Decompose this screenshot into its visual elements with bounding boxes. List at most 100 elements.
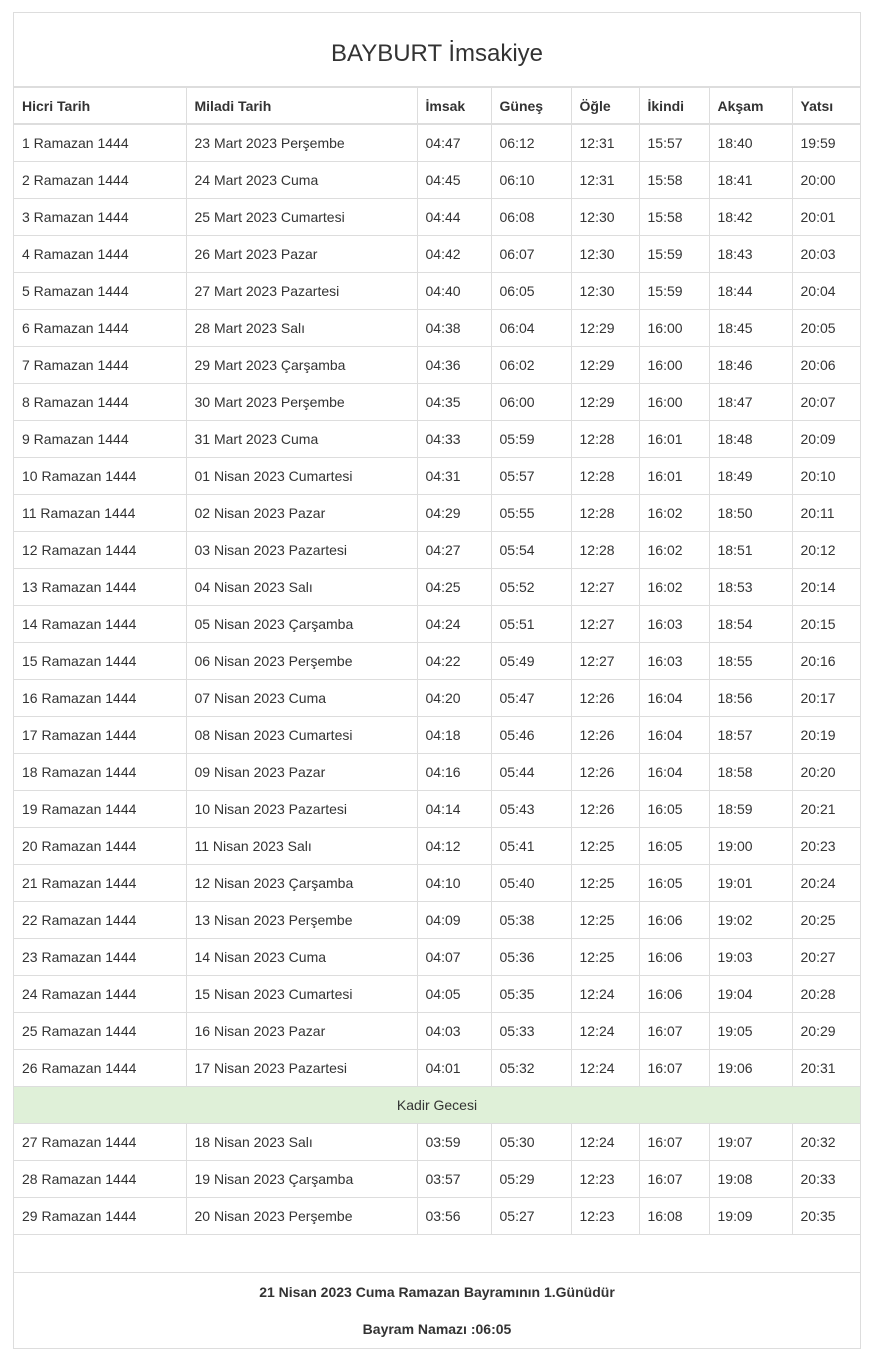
- cell-ikindi: 15:58: [638, 161, 710, 199]
- table-row: 19 Ramazan 1444 10 Nisan 2023 Pazartesi 04…: [14, 790, 860, 828]
- cell-ikindi: 16:04: [638, 753, 710, 791]
- cell-miladi-tarih: 27 Mart 2023 Pazartesi: [185, 272, 418, 310]
- cell-gunes: 05:46: [490, 716, 572, 754]
- cell-gunes: 06:02: [490, 346, 572, 384]
- cell-ikindi: 15:59: [638, 235, 710, 273]
- table-row: 2 Ramazan 1444 24 Mart 2023 Cuma 04:45 06:1…: [14, 161, 860, 199]
- cell-gunes: 05:27: [490, 1197, 572, 1235]
- cell-gunes: 05:59: [490, 420, 572, 458]
- cell-yatsi: 20:31: [791, 1049, 860, 1087]
- cell-ikindi: 16:07: [638, 1123, 710, 1161]
- cell-ikindi: 16:05: [638, 864, 710, 902]
- cell-imsak: 04:12: [416, 827, 492, 865]
- cell-gunes: 05:51: [490, 605, 572, 643]
- cell-ikindi: 16:07: [638, 1049, 710, 1087]
- cell-ogle: 12:27: [570, 642, 640, 680]
- cell-yatsi: 20:35: [791, 1197, 860, 1235]
- cell-miladi-tarih: 12 Nisan 2023 Çarşamba: [185, 864, 418, 902]
- cell-miladi-tarih: 25 Mart 2023 Cumartesi: [185, 198, 418, 236]
- cell-hicri-tarih: 20 Ramazan 1444: [14, 827, 187, 865]
- table-row: 24 Ramazan 1444 15 Nisan 2023 Cumartesi 04…: [14, 975, 860, 1013]
- spacer-row: [14, 1235, 860, 1273]
- cell-aksam: 19:00: [708, 827, 793, 865]
- imsakiye-panel: BAYBURT İmsakiye Hicri Tarih Miladi Tari…: [13, 12, 861, 1349]
- cell-ogle: 12:28: [570, 457, 640, 495]
- cell-aksam: 19:05: [708, 1012, 793, 1050]
- cell-imsak: 04:45: [416, 161, 492, 199]
- cell-miladi-tarih: 05 Nisan 2023 Çarşamba: [185, 605, 418, 643]
- cell-miladi-tarih: 03 Nisan 2023 Pazartesi: [185, 531, 418, 569]
- cell-miladi-tarih: 09 Nisan 2023 Pazar: [185, 753, 418, 791]
- cell-ikindi: 16:01: [638, 457, 710, 495]
- cell-ikindi: 16:06: [638, 938, 710, 976]
- cell-aksam: 18:57: [708, 716, 793, 754]
- cell-imsak: 04:47: [416, 123, 492, 162]
- cell-imsak: 04:10: [416, 864, 492, 902]
- table-row: 28 Ramazan 1444 19 Nisan 2023 Çarşamba 03:…: [14, 1160, 860, 1198]
- cell-imsak: 04:38: [416, 309, 492, 347]
- cell-aksam: 18:53: [708, 568, 793, 606]
- cell-imsak: 04:20: [416, 679, 492, 717]
- cell-aksam: 18:43: [708, 235, 793, 273]
- cell-yatsi: 19:59: [791, 123, 860, 162]
- cell-yatsi: 20:09: [791, 420, 860, 458]
- table-row: 23 Ramazan 1444 14 Nisan 2023 Cuma 04:07 05…: [14, 938, 860, 976]
- cell-ikindi: 16:05: [638, 827, 710, 865]
- table-row: 16 Ramazan 1444 07 Nisan 2023 Cuma 04:20 05…: [14, 679, 860, 717]
- cell-imsak: 04:07: [416, 938, 492, 976]
- cell-gunes: 05:35: [490, 975, 572, 1013]
- col-aksam: Akşam: [708, 87, 793, 125]
- cell-miladi-tarih: 01 Nisan 2023 Cumartesi: [185, 457, 418, 495]
- cell-ogle: 12:25: [570, 827, 640, 865]
- cell-gunes: 05:44: [490, 753, 572, 791]
- cell-imsak: 04:29: [416, 494, 492, 532]
- cell-miladi-tarih: 30 Mart 2023 Perşembe: [185, 383, 418, 421]
- cell-hicri-tarih: 19 Ramazan 1444: [14, 790, 187, 828]
- cell-gunes: 06:07: [490, 235, 572, 273]
- cell-ogle: 12:29: [570, 309, 640, 347]
- cell-aksam: 19:07: [708, 1123, 793, 1161]
- cell-miladi-tarih: 14 Nisan 2023 Cuma: [185, 938, 418, 976]
- cell-aksam: 19:08: [708, 1160, 793, 1198]
- cell-imsak: 04:42: [416, 235, 492, 273]
- cell-ogle: 12:30: [570, 198, 640, 236]
- table-row: 11 Ramazan 1444 02 Nisan 2023 Pazar 04:29 0…: [14, 494, 860, 532]
- table-row: 4 Ramazan 1444 26 Mart 2023 Pazar 04:42 06:…: [14, 235, 860, 273]
- cell-yatsi: 20:14: [791, 568, 860, 606]
- cell-yatsi: 20:12: [791, 531, 860, 569]
- cell-miladi-tarih: 15 Nisan 2023 Cumartesi: [185, 975, 418, 1013]
- cell-ogle: 12:25: [570, 938, 640, 976]
- col-ikindi: İkindi: [638, 87, 710, 125]
- cell-hicri-tarih: 7 Ramazan 1444: [14, 346, 187, 384]
- table-row: 26 Ramazan 1444 17 Nisan 2023 Pazartesi 04…: [14, 1049, 860, 1087]
- cell-miladi-tarih: 16 Nisan 2023 Pazar: [185, 1012, 418, 1050]
- col-yatsi: Yatsı: [791, 87, 860, 125]
- cell-yatsi: 20:20: [791, 753, 860, 791]
- cell-miladi-tarih: 28 Mart 2023 Salı: [185, 309, 418, 347]
- cell-yatsi: 20:04: [791, 272, 860, 310]
- cell-imsak: 04:03: [416, 1012, 492, 1050]
- bayram-note: 21 Nisan 2023 Cuma Ramazan Bayramının 1.…: [259, 1284, 615, 1300]
- cell-ogle: 12:24: [570, 1012, 640, 1050]
- cell-gunes: 05:41: [490, 827, 572, 865]
- cell-yatsi: 20:24: [791, 864, 860, 902]
- cell-imsak: 04:40: [416, 272, 492, 310]
- cell-aksam: 18:59: [708, 790, 793, 828]
- cell-ikindi: 16:00: [638, 309, 710, 347]
- cell-imsak: 04:24: [416, 605, 492, 643]
- cell-hicri-tarih: 4 Ramazan 1444: [14, 235, 187, 273]
- cell-aksam: 18:55: [708, 642, 793, 680]
- table-row: 9 Ramazan 1444 31 Mart 2023 Cuma 04:33 05:5…: [14, 420, 860, 458]
- cell-miladi-tarih: 11 Nisan 2023 Salı: [185, 827, 418, 865]
- cell-miladi-tarih: 31 Mart 2023 Cuma: [185, 420, 418, 458]
- cell-gunes: 06:00: [490, 383, 572, 421]
- cell-gunes: 05:36: [490, 938, 572, 976]
- cell-gunes: 05:30: [490, 1123, 572, 1161]
- cell-gunes: 06:12: [490, 123, 572, 162]
- cell-aksam: 18:45: [708, 309, 793, 347]
- cell-ikindi: 16:07: [638, 1160, 710, 1198]
- cell-ogle: 12:25: [570, 864, 640, 902]
- cell-ikindi: 16:00: [638, 383, 710, 421]
- cell-miladi-tarih: 04 Nisan 2023 Salı: [185, 568, 418, 606]
- page-title: BAYBURT İmsakiye: [14, 13, 860, 87]
